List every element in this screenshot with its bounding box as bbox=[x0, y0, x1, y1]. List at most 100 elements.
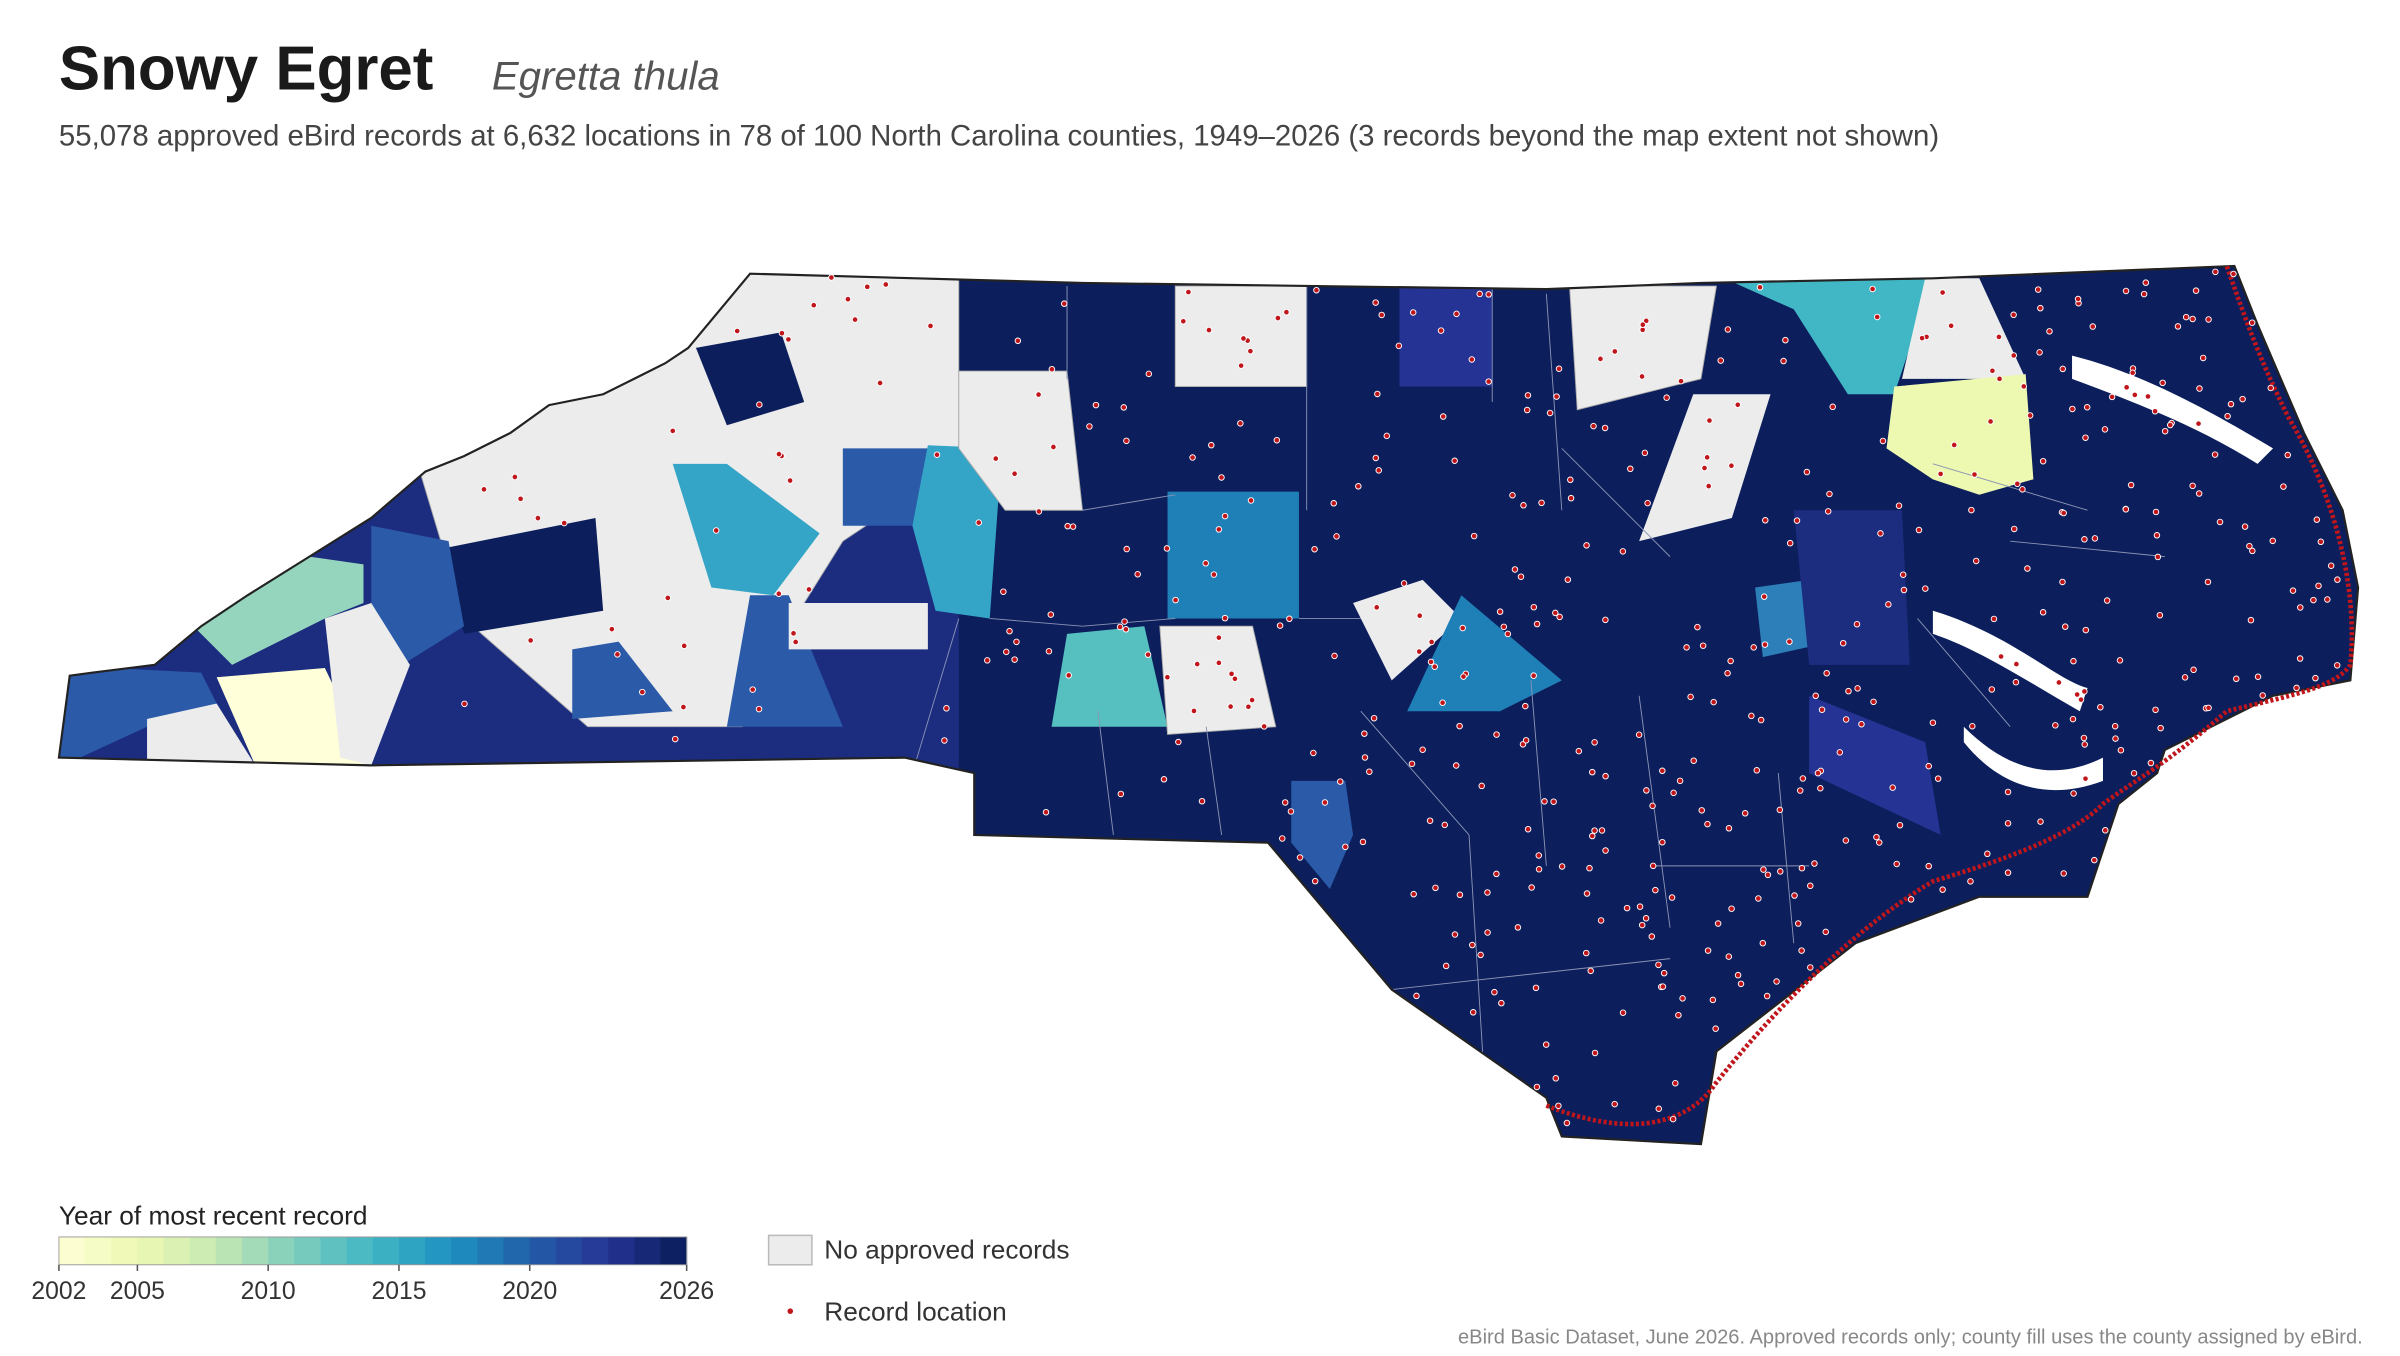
colorbar-step bbox=[398, 1236, 426, 1265]
record-point bbox=[1310, 749, 1317, 757]
county-fill bbox=[324, 603, 410, 766]
record-point bbox=[1555, 365, 1563, 373]
record-point bbox=[1517, 573, 1525, 580]
record-point bbox=[2019, 486, 2026, 493]
record-point bbox=[1984, 850, 1991, 858]
record-point bbox=[1331, 652, 1338, 660]
county-fill bbox=[842, 448, 928, 526]
record-point bbox=[1757, 716, 1765, 724]
record-point bbox=[1311, 877, 1319, 885]
record-point bbox=[1556, 613, 1563, 621]
record-point bbox=[941, 737, 948, 744]
record-point bbox=[810, 301, 818, 309]
county-fill bbox=[1724, 278, 1933, 395]
record-point bbox=[1655, 961, 1662, 969]
record-point bbox=[1281, 799, 1289, 806]
record-point bbox=[1997, 653, 2005, 660]
record-point bbox=[511, 473, 519, 481]
record-point bbox=[1734, 401, 1742, 409]
record-point bbox=[1439, 413, 1447, 420]
record-point bbox=[1663, 394, 1670, 401]
record-point bbox=[1623, 904, 1631, 912]
record-point bbox=[1366, 768, 1373, 775]
record-point bbox=[2161, 427, 2169, 435]
record-point bbox=[2152, 706, 2159, 714]
record-point bbox=[1567, 476, 1574, 484]
record-point bbox=[1120, 404, 1128, 411]
record-point bbox=[1359, 838, 1367, 846]
record-point bbox=[1591, 827, 1598, 834]
record-point bbox=[2020, 383, 2028, 390]
colorbar-step bbox=[137, 1236, 165, 1265]
record-point bbox=[1659, 983, 1667, 990]
record-point bbox=[2004, 820, 2012, 827]
record-point bbox=[2036, 349, 2043, 356]
record-point bbox=[2147, 759, 2155, 767]
county-fill bbox=[1174, 285, 1308, 388]
record-point bbox=[2189, 482, 2196, 490]
record-point bbox=[1619, 1009, 1627, 1016]
colorbar-step bbox=[320, 1236, 348, 1265]
record-point bbox=[1208, 441, 1215, 449]
record-point bbox=[1655, 1105, 1662, 1113]
colorbar: 2002 2005 2010 2015 2020 2026 bbox=[31, 1236, 714, 1305]
record-point bbox=[1567, 494, 1575, 502]
record-point bbox=[2293, 684, 2300, 692]
record-point bbox=[1971, 471, 1978, 478]
record-point bbox=[1144, 651, 1152, 658]
record-point bbox=[639, 688, 646, 696]
record-point bbox=[1163, 545, 1171, 552]
record-point bbox=[1823, 669, 1830, 677]
record-point bbox=[1786, 638, 1793, 645]
record-point bbox=[1060, 300, 1068, 307]
record-point bbox=[680, 642, 688, 650]
record-point bbox=[1762, 517, 1769, 524]
record-point bbox=[2081, 741, 2088, 748]
record-point bbox=[2195, 420, 2202, 427]
record-point bbox=[1925, 762, 1932, 770]
record-point bbox=[2327, 562, 2335, 569]
record-point bbox=[1296, 854, 1304, 861]
record-point bbox=[2227, 400, 2235, 408]
county-borders bbox=[911, 286, 2165, 1083]
record-point bbox=[1035, 508, 1043, 515]
record-point bbox=[1885, 601, 1892, 608]
record-point bbox=[1794, 920, 1802, 927]
record-point bbox=[1925, 862, 1932, 870]
record-point bbox=[1929, 719, 1937, 726]
record-point bbox=[1122, 626, 1130, 633]
record-point bbox=[2055, 679, 2063, 686]
record-point bbox=[1934, 775, 1942, 782]
record-point bbox=[1741, 810, 1749, 817]
record-point bbox=[1814, 769, 1822, 777]
record-point bbox=[1602, 616, 1609, 624]
record-point bbox=[1496, 608, 1504, 615]
record-point bbox=[1175, 738, 1182, 746]
colorbar-step bbox=[451, 1236, 478, 1265]
description: 55,078 approved eBird records at 6,632 l… bbox=[59, 119, 1939, 152]
record-point bbox=[1782, 336, 1789, 344]
record-point bbox=[1485, 378, 1492, 385]
record-point bbox=[1611, 1100, 1618, 1108]
record-point bbox=[2156, 611, 2164, 619]
record-point bbox=[2116, 657, 2124, 664]
record-point bbox=[1839, 639, 1847, 647]
county-fill bbox=[1353, 579, 1462, 681]
record-point bbox=[1552, 609, 1559, 617]
record-point bbox=[1218, 474, 1225, 481]
record-point bbox=[2101, 426, 2109, 433]
record-point bbox=[1532, 984, 1540, 992]
record-point bbox=[2060, 870, 2067, 877]
record-point bbox=[1535, 866, 1543, 873]
record-point bbox=[1798, 947, 1805, 954]
record-point bbox=[2097, 703, 2104, 711]
county-fill bbox=[1291, 780, 1354, 890]
record-point bbox=[2012, 678, 2020, 686]
record-point bbox=[1524, 392, 1532, 399]
record-point bbox=[1202, 560, 1209, 567]
record-point bbox=[2205, 704, 2212, 712]
record-point bbox=[1990, 615, 1998, 623]
record-point bbox=[2037, 818, 2044, 825]
record-point bbox=[1950, 441, 1958, 449]
record-point bbox=[1996, 375, 2003, 383]
